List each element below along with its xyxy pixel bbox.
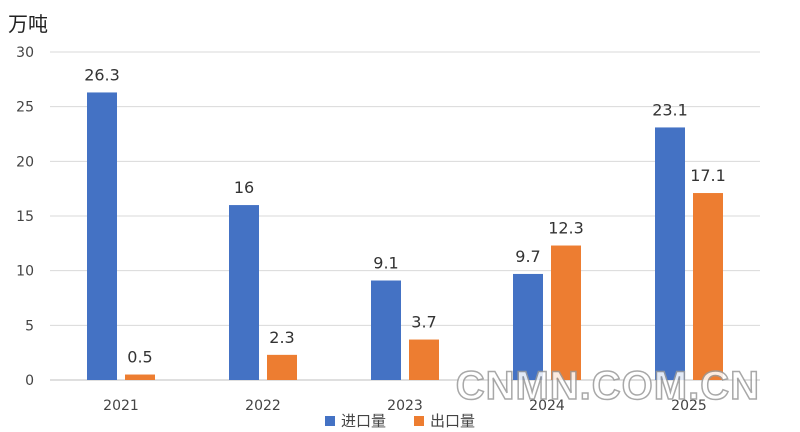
bar-export-2025 xyxy=(693,193,723,380)
y-tick-label-10: 10 xyxy=(16,264,34,280)
data-label-export-2022: 2.3 xyxy=(269,328,294,347)
legend-swatch-import xyxy=(324,415,335,426)
bar-export-2023 xyxy=(409,339,439,380)
legend-label-export: 出口量 xyxy=(430,412,476,430)
y-tick-label-30: 30 xyxy=(16,45,34,61)
data-label-import-2025: 23.1 xyxy=(652,100,688,119)
legend-item-export: 出口量 xyxy=(414,410,475,431)
bar-export-2022 xyxy=(267,354,297,380)
x-tick-label-2023: 2023 xyxy=(387,398,423,414)
x-tick-label-2024: 2024 xyxy=(529,398,565,414)
legend-swatch-export xyxy=(414,415,424,426)
x-tick-label-2022: 2022 xyxy=(245,398,281,414)
legend-label-import: 进口量 xyxy=(340,412,386,430)
legend-item-import: 进口量 xyxy=(324,410,386,431)
bar-import-2025 xyxy=(655,127,685,380)
x-tick-label-2021: 2021 xyxy=(103,398,139,414)
bar-import-2022 xyxy=(229,205,259,380)
data-label-import-2021: 26.3 xyxy=(84,65,120,84)
y-tick-label-0: 0 xyxy=(25,373,34,389)
bar-import-2024 xyxy=(513,273,543,380)
bar-export-2024 xyxy=(551,245,581,380)
bar-export-2021 xyxy=(125,374,155,380)
y-tick-label-25: 25 xyxy=(16,100,34,116)
y-axis-unit-label: 万吨 xyxy=(8,12,48,36)
watermark-text: CNMN.COM.CN xyxy=(455,363,760,409)
y-tick-label-5: 5 xyxy=(25,318,34,334)
data-label-import-2024: 9.7 xyxy=(515,247,540,266)
y-tick-label-20: 20 xyxy=(16,154,34,170)
legend: 进口量 出口量 xyxy=(0,410,800,431)
bar-import-2023 xyxy=(371,280,401,380)
data-label-export-2024: 12.3 xyxy=(548,219,584,238)
x-tick-label-2025: 2025 xyxy=(671,398,707,414)
data-label-export-2025: 17.1 xyxy=(690,166,726,185)
data-label-import-2022: 16 xyxy=(234,178,254,197)
bar-import-2021 xyxy=(87,92,117,380)
data-label-export-2023: 3.7 xyxy=(411,313,436,332)
data-label-export-2021: 0.5 xyxy=(127,348,152,367)
y-tick-label-15: 15 xyxy=(16,209,34,225)
data-label-import-2023: 9.1 xyxy=(373,254,398,273)
